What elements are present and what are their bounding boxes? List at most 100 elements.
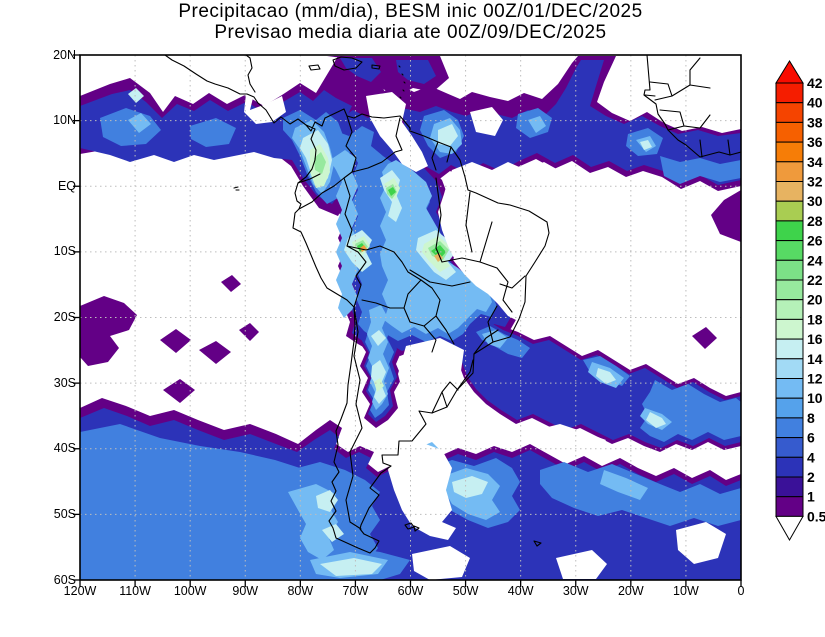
colorbar-value-24: 24: [807, 252, 823, 268]
precip-contour-0.5: [711, 190, 741, 242]
island-puerto-rico: [371, 64, 381, 70]
lon-tick-label-90W: 90W: [232, 584, 259, 598]
colorbar-value-6: 6: [807, 430, 815, 446]
borders-south-america-north: [345, 115, 452, 173]
colorbar-value-2: 2: [807, 469, 815, 485]
lon-tick-label-30W: 30W: [562, 584, 589, 598]
colorbar-value-40: 40: [807, 95, 823, 111]
precip-contour-10: [482, 330, 508, 348]
borders-andean: [297, 171, 422, 308]
precip-contour-14: [371, 330, 386, 346]
precip-contour-10: [600, 470, 648, 500]
colorbar-value-34: 34: [807, 154, 823, 170]
precip-contour-20: [314, 152, 326, 174]
precip-contour-2: [340, 58, 381, 82]
colorbar-value-30: 30: [807, 193, 823, 209]
colorbar-box-40: [775, 82, 804, 104]
island-hispaniola: [332, 56, 363, 71]
precip-contour-6: [100, 108, 161, 146]
colorbar-box-2: [775, 456, 804, 478]
lat-tick-label-10N: 10N: [53, 113, 76, 128]
borders-west-africa: [644, 57, 731, 158]
colorbar-value-12: 12: [807, 371, 823, 387]
islands-lesser-antilles: [398, 65, 406, 99]
colorbar-boxes: [775, 82, 804, 517]
colorbar-box-6: [775, 417, 804, 439]
lon-tick-label-40W: 40W: [507, 584, 534, 598]
precip-contour-6: [80, 424, 318, 580]
map-frame: [73, 54, 742, 587]
colorbar-value-10: 10: [807, 390, 823, 406]
colorbar-value-22: 22: [807, 272, 823, 288]
precip-contour-hole: [438, 162, 576, 322]
precip-contour-14: [128, 88, 144, 103]
precip-contour-0.5: [163, 379, 195, 403]
colorbar-legend: 4240383634323028262422201816141210864210…: [775, 60, 825, 542]
colorbar-box-14: [775, 338, 804, 360]
colorbar-value-14: 14: [807, 351, 823, 367]
coast-central-america: [164, 55, 307, 126]
colorbar-box-16: [775, 318, 804, 340]
precip-contour-14: [640, 140, 652, 150]
precip-contour-0.5: [692, 327, 717, 349]
precip-contour-0.5: [80, 296, 137, 366]
precip-contour-2: [396, 60, 436, 84]
lon-tick-label-20W: 20W: [617, 584, 644, 598]
precip-contour-16: [374, 378, 384, 392]
precip-contour-hole: [556, 550, 607, 579]
lon-tick-label-10W: 10W: [673, 584, 699, 598]
colorbar-box-34: [775, 141, 804, 163]
graticule-gridlines: [80, 55, 741, 580]
chart-title: Precipitacao (mm/dia), BESM inic 00Z/01/…: [178, 1, 643, 22]
precip-contour-0.5: [199, 341, 231, 364]
lon-tick-label-120W: 120W: [63, 584, 97, 598]
colorbar-value-38: 38: [807, 114, 823, 130]
precip-contour-14: [320, 558, 382, 576]
colorbar-value-8: 8: [807, 410, 815, 426]
precip-contour-14: [452, 476, 488, 498]
coast-yucatan: [245, 55, 256, 93]
precip-contour-26: [388, 187, 396, 196]
precip-contour-10: [128, 113, 151, 133]
precip-contour-14: [596, 368, 616, 384]
chart-title-block: Precipitacao (mm/dia), BESM inic 00Z/01/…: [80, 1, 741, 43]
colorbar-box-20: [775, 279, 804, 301]
precip-contour-14: [646, 412, 666, 428]
colorbar-arrow-top: [775, 60, 804, 84]
colorbar-box-4: [775, 437, 804, 458]
colorbar-box-0.5: [775, 496, 804, 517]
colorbar-value-36: 36: [807, 134, 823, 150]
colorbar-value-1: 1: [807, 489, 815, 505]
coast-south-america: [292, 108, 550, 554]
lat-tick-label-20S: 20S: [53, 310, 76, 324]
precip-contour-hole: [388, 442, 456, 540]
lon-tick-label-100W: 100W: [173, 584, 207, 598]
lat-tick-label-EQ: EQ: [57, 178, 76, 193]
precip-contour-14: [438, 124, 458, 146]
colorbar-box-24: [775, 240, 804, 261]
colorbar-value-28: 28: [807, 213, 823, 229]
lat-tick-label-20N: 20N: [53, 47, 76, 62]
precip-contour-0.5: [160, 329, 191, 353]
lon-tick-label-0: 0: [737, 584, 745, 598]
lat-tick-label-40S: 40S: [53, 441, 76, 456]
precip-contour-10: [330, 150, 358, 318]
lon-tick-label-70W: 70W: [342, 584, 369, 598]
lon-tick-label-80W: 80W: [287, 584, 314, 598]
colorbar-value-26: 26: [807, 233, 823, 249]
colorbar-box-1: [775, 476, 804, 498]
precip-contour-hole: [676, 522, 726, 564]
colorbar-box-32: [775, 161, 804, 183]
precip-contour-6: [640, 380, 741, 442]
borders-southern-cone: [345, 279, 459, 530]
colorbar-value-18: 18: [807, 311, 823, 327]
island-jamaica: [308, 64, 321, 71]
colorbar-box-10: [775, 378, 804, 399]
precip-contour-hole: [536, 424, 606, 452]
lon-tick-label-110W: 110W: [119, 584, 151, 598]
precip-contour-10: [367, 305, 389, 410]
colorbar-value-32: 32: [807, 174, 823, 190]
borders-brazil-states: [409, 177, 526, 391]
precip-contour-hole: [398, 338, 468, 428]
